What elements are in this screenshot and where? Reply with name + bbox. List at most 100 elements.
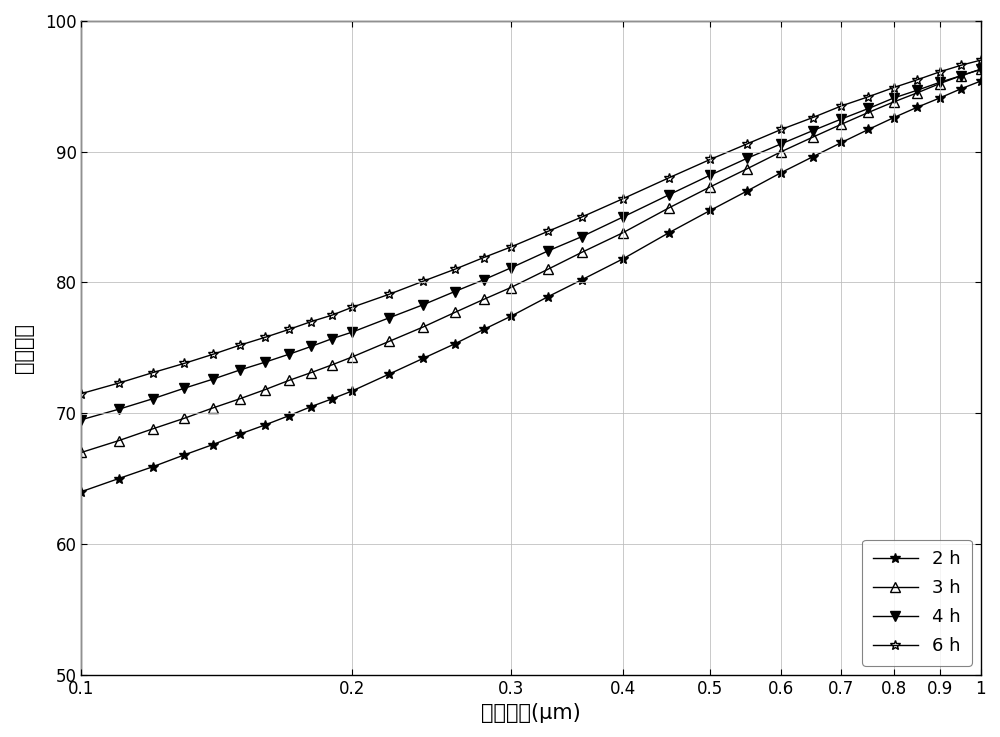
Line: 2 h: 2 h — [77, 76, 986, 497]
3 h — [305, 368, 317, 377]
3 h — [417, 323, 429, 332]
3 h — [478, 295, 490, 304]
2 h — [888, 113, 900, 122]
3 h — [449, 308, 461, 317]
4 h — [383, 313, 395, 322]
3 h — [955, 71, 967, 80]
4 h — [975, 65, 987, 74]
3 h — [346, 352, 358, 361]
6 h — [346, 303, 358, 312]
3 h — [704, 183, 716, 192]
6 h — [975, 56, 987, 65]
6 h — [417, 276, 429, 285]
4 h — [417, 300, 429, 309]
4 h — [741, 154, 753, 163]
6 h — [955, 61, 967, 70]
3 h — [75, 448, 87, 457]
2 h — [704, 206, 716, 215]
6 h — [741, 139, 753, 148]
3 h — [934, 80, 946, 88]
2 h — [835, 138, 847, 147]
6 h — [775, 125, 787, 134]
4 h — [617, 212, 629, 221]
6 h — [576, 212, 588, 221]
3 h — [283, 376, 295, 385]
4 h — [862, 104, 874, 113]
2 h — [862, 125, 874, 134]
2 h — [807, 153, 819, 161]
3 h — [807, 133, 819, 142]
4 h — [775, 139, 787, 148]
6 h — [478, 253, 490, 262]
4 h — [283, 350, 295, 359]
6 h — [888, 83, 900, 92]
3 h — [975, 65, 987, 74]
4 h — [207, 374, 219, 383]
Line: 6 h: 6 h — [77, 55, 986, 399]
2 h — [305, 402, 317, 411]
6 h — [542, 227, 554, 236]
6 h — [113, 379, 125, 388]
2 h — [975, 77, 987, 85]
6 h — [207, 350, 219, 359]
3 h — [542, 265, 554, 273]
X-axis label: 额粒尺寸(μm): 额粒尺寸(μm) — [481, 703, 581, 723]
4 h — [449, 287, 461, 296]
6 h — [234, 340, 246, 349]
4 h — [259, 357, 271, 366]
2 h — [663, 228, 675, 237]
2 h — [955, 85, 967, 94]
2 h — [326, 394, 338, 403]
3 h — [775, 147, 787, 156]
4 h — [505, 264, 517, 273]
4 h — [888, 94, 900, 102]
4 h — [326, 334, 338, 343]
3 h — [862, 108, 874, 117]
6 h — [807, 113, 819, 122]
4 h — [542, 247, 554, 256]
6 h — [911, 75, 923, 84]
3 h — [888, 97, 900, 106]
4 h — [234, 366, 246, 374]
2 h — [478, 325, 490, 334]
2 h — [505, 312, 517, 321]
2 h — [934, 94, 946, 102]
2 h — [283, 411, 295, 420]
2 h — [346, 386, 358, 395]
2 h — [741, 186, 753, 195]
2 h — [147, 462, 159, 471]
6 h — [835, 102, 847, 111]
2 h — [449, 340, 461, 349]
6 h — [617, 195, 629, 203]
4 h — [807, 126, 819, 135]
6 h — [259, 333, 271, 342]
3 h — [259, 385, 271, 394]
3 h — [617, 228, 629, 237]
3 h — [113, 436, 125, 445]
6 h — [449, 265, 461, 273]
6 h — [505, 242, 517, 251]
Legend: 2 h, 3 h, 4 h, 6 h: 2 h, 3 h, 4 h, 6 h — [862, 539, 972, 666]
3 h — [741, 164, 753, 173]
3 h — [835, 120, 847, 129]
4 h — [704, 171, 716, 180]
Line: 3 h: 3 h — [77, 64, 986, 457]
2 h — [911, 102, 923, 111]
6 h — [934, 68, 946, 77]
2 h — [178, 450, 190, 459]
2 h — [234, 430, 246, 439]
3 h — [234, 394, 246, 403]
6 h — [283, 325, 295, 334]
3 h — [505, 283, 517, 292]
Line: 4 h: 4 h — [77, 64, 986, 425]
6 h — [75, 389, 87, 398]
2 h — [542, 293, 554, 301]
4 h — [576, 232, 588, 241]
3 h — [147, 425, 159, 433]
6 h — [178, 359, 190, 368]
6 h — [383, 290, 395, 298]
6 h — [862, 92, 874, 101]
3 h — [178, 414, 190, 423]
3 h — [383, 337, 395, 346]
Y-axis label: 累积分布: 累积分布 — [14, 323, 34, 373]
